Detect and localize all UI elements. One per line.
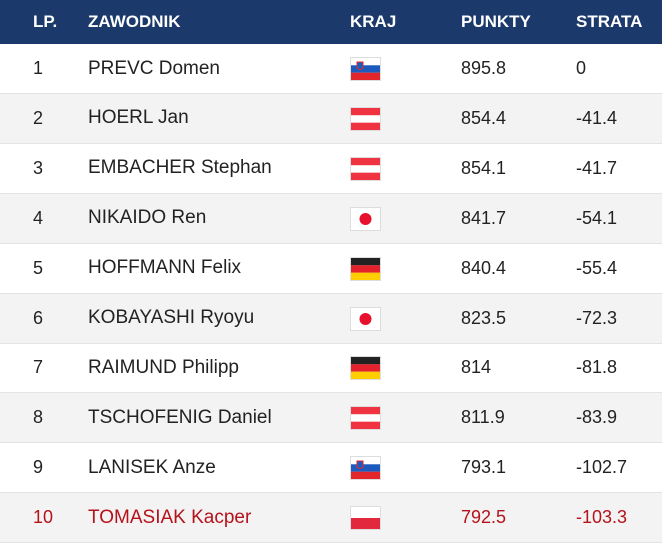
country-flag xyxy=(350,106,381,131)
rank: 5 xyxy=(33,257,44,278)
points: 895.8 xyxy=(461,58,507,78)
gap: -103.3 xyxy=(576,507,628,528)
table-header: LP. ZAWODNIK KRAJ PUNKTY STRATA xyxy=(0,0,662,44)
gap: -83.9 xyxy=(576,407,618,428)
athlete-name: TOMASIAK Kacper xyxy=(88,506,252,528)
gap: -41.7 xyxy=(576,157,618,178)
table-row: 1 PREVC Domen 895.8 0 xyxy=(0,44,662,94)
table-row: 5 HOFFMANN Felix 840.4 -55.4 xyxy=(0,244,662,294)
country-flag xyxy=(350,506,381,531)
rank: 10 xyxy=(33,507,54,528)
gap: -72.3 xyxy=(576,307,618,328)
country-flag xyxy=(350,256,381,281)
points: 814 xyxy=(461,357,492,378)
rank: 2 xyxy=(33,107,44,128)
gap: 0 xyxy=(576,58,587,78)
gap: -102.7 xyxy=(576,457,628,478)
table-row: 6 KOBAYASHI Ryoyu 823.5 -72.3 xyxy=(0,293,662,344)
country-flag xyxy=(350,57,381,81)
rank: 3 xyxy=(33,157,44,178)
country-flag xyxy=(350,456,381,481)
athlete-name: LANISEK Anze xyxy=(88,456,216,478)
header-cell: ZAWODNIK xyxy=(88,12,181,31)
table-row: 2 HOERL Jan 854.4 -41.4 xyxy=(0,93,662,144)
country-flag xyxy=(350,356,381,381)
country-flag xyxy=(350,206,381,231)
athlete-name: TSCHOFENIG Daniel xyxy=(88,406,272,428)
athlete-name: KOBAYASHI Ryoyu xyxy=(88,307,255,328)
athlete-name: RAIMUND Philipp xyxy=(88,356,239,378)
points: 854.1 xyxy=(461,157,507,178)
table-row: 3 EMBACHER Stephan 854.1 -41.7 xyxy=(0,144,662,194)
athlete-name: PREVC Domen xyxy=(88,57,220,79)
rank: 9 xyxy=(33,457,44,478)
athlete-name: HOERL Jan xyxy=(88,107,189,129)
points: 854.4 xyxy=(461,107,507,128)
header-cell: PUNKTY xyxy=(461,12,531,31)
country-flag xyxy=(350,406,381,431)
athlete-name: HOFFMANN Felix xyxy=(88,257,242,279)
points: 792.5 xyxy=(461,507,507,528)
table-row: 4 NIKAIDO Ren 841.7 -54.1 xyxy=(0,193,662,244)
gap: -81.8 xyxy=(576,357,618,378)
athlete-name: NIKAIDO Ren xyxy=(88,207,207,229)
rank: 8 xyxy=(33,407,44,428)
rank: 7 xyxy=(33,357,44,378)
table-row: 7 RAIMUND Philipp 814 -81.8 xyxy=(0,343,662,394)
rank: 4 xyxy=(33,207,44,228)
points: 811.9 xyxy=(461,407,505,428)
header-cell: KRAJ xyxy=(350,12,397,31)
gap: -41.4 xyxy=(576,107,618,128)
table-row: 8 TSCHOFENIG Daniel 811.9 -83.9 xyxy=(0,393,662,444)
table-row: 9 LANISEK Anze 793.1 -102.7 xyxy=(0,443,662,494)
rank: 1 xyxy=(33,58,44,78)
points: 840.4 xyxy=(461,257,507,278)
gap: -54.1 xyxy=(576,207,618,228)
points: 841.7 xyxy=(461,207,507,228)
country-flag xyxy=(350,306,381,331)
points: 793.1 xyxy=(461,457,507,478)
header-cell: STRATA xyxy=(576,12,643,31)
rank: 6 xyxy=(33,307,44,328)
points: 823.5 xyxy=(461,307,507,328)
athlete-name: EMBACHER Stephan xyxy=(88,157,272,179)
header-cell: LP. xyxy=(33,12,58,31)
gap: -55.4 xyxy=(576,257,618,278)
country-flag xyxy=(350,156,381,181)
table-row: 10 TOMASIAK Kacper 792.5 -103.3 xyxy=(0,493,662,543)
